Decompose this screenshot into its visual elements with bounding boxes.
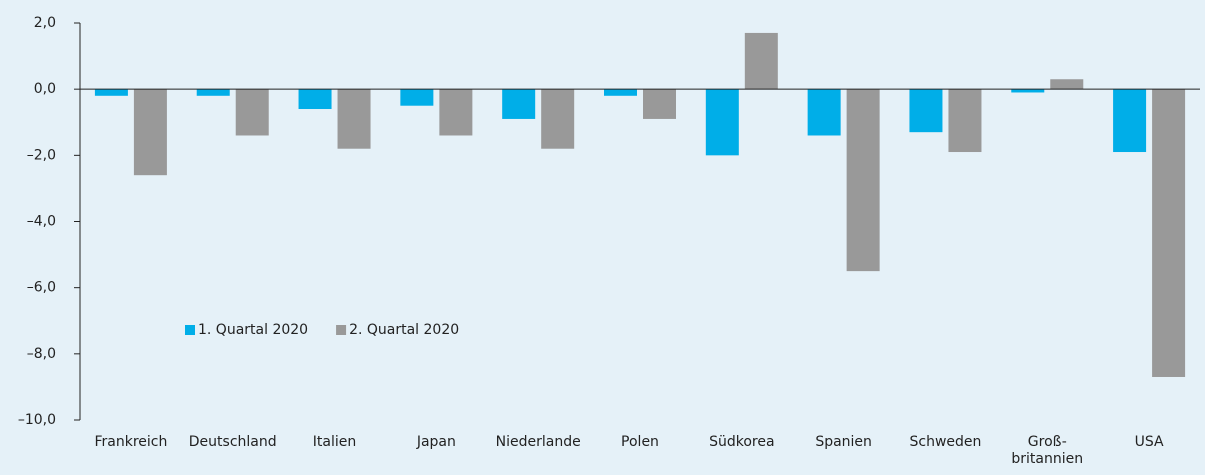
bar <box>298 89 332 110</box>
bar <box>235 89 269 136</box>
legend-swatch <box>336 325 347 335</box>
x-tick-label: Frankreich <box>94 434 168 450</box>
bar <box>400 89 434 106</box>
legend-label: 2. Quartal 2020 <box>349 322 459 338</box>
bar <box>439 89 473 136</box>
x-tick-label: Niederlande <box>495 434 581 450</box>
bar <box>744 32 778 90</box>
bar <box>502 89 536 119</box>
x-tick-label: Schweden <box>909 434 982 450</box>
legend-label: 1. Quartal 2020 <box>198 322 308 338</box>
x-tick-label: Italien <box>312 434 357 450</box>
bar <box>337 89 371 149</box>
bar <box>1011 89 1045 93</box>
bar <box>94 89 128 96</box>
x-tick-label: USA <box>1134 434 1164 450</box>
y-tick-label: –6,0 <box>27 280 56 296</box>
x-tick-label: Japan <box>416 434 456 450</box>
y-tick-label: –10,0 <box>18 412 56 428</box>
bar <box>1152 89 1186 377</box>
x-tick-label: Groß- britannien <box>1011 434 1084 467</box>
bar <box>133 89 167 176</box>
bar <box>705 89 739 156</box>
bar <box>948 89 982 153</box>
bar <box>807 89 841 136</box>
legend-swatch <box>185 325 195 335</box>
bar <box>909 89 943 133</box>
y-tick-label: –4,0 <box>27 214 56 230</box>
bar <box>1113 89 1147 153</box>
y-tick-label: 2,0 <box>34 15 56 31</box>
bar <box>196 89 230 96</box>
bar <box>1050 79 1084 90</box>
x-tick-label: Spanien <box>815 434 872 450</box>
y-tick-label: 0,0 <box>34 81 56 97</box>
x-tick-label: Südkorea <box>709 434 775 450</box>
y-tick-label: –8,0 <box>27 346 56 362</box>
x-tick-label: Polen <box>621 434 659 450</box>
bar <box>846 89 880 272</box>
bar <box>541 89 575 149</box>
x-tick-label: Deutschland <box>188 434 277 450</box>
bar <box>643 89 676 119</box>
bar <box>604 89 637 96</box>
y-tick-label: –2,0 <box>27 147 56 163</box>
